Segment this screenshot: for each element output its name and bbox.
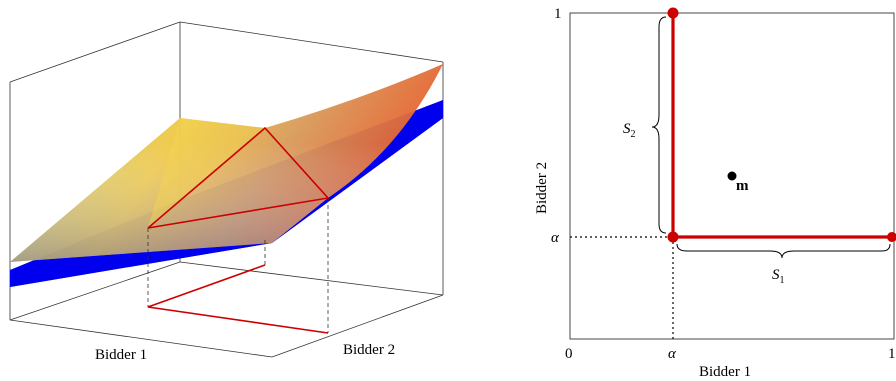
left-3d-plot: Bidder 1 Bidder 2 [9, 21, 444, 363]
endpoint-top [667, 7, 679, 19]
box-edge [9, 21, 181, 83]
utility-surface-shade [10, 64, 443, 262]
plot-frame [569, 12, 895, 340]
right-y-axis-label: Bidder 2 [534, 162, 550, 214]
brace-s1 [676, 243, 891, 259]
right-2d-plot: S2 S1 m 1 α 0 α 1 Bidder 1 Bidder 2 [534, 6, 896, 380]
x-tick-0: 0 [565, 346, 573, 362]
endpoint-right [887, 232, 896, 242]
brace-s2-label: S2 [623, 121, 636, 140]
box-edge [9, 261, 181, 321]
brace-s2 [651, 16, 667, 234]
x-tick-1: 1 [888, 346, 896, 362]
y-tick-alpha: α [551, 230, 560, 246]
endpoint-corner [667, 231, 679, 243]
red-path-floor [147, 264, 329, 334]
right-x-axis-label: Bidder 1 [699, 364, 751, 380]
box-edge [179, 261, 444, 296]
point-m-label: m [736, 178, 749, 194]
left-y-axis-label: Bidder 2 [343, 342, 395, 358]
red-path-surface [147, 126, 330, 229]
box-edge [179, 21, 444, 63]
brace-s1-label: S1 [772, 267, 785, 286]
x-tick-alpha: α [668, 346, 677, 362]
surface-ridge [148, 118, 265, 228]
box-edge [9, 319, 273, 358]
box-edge [271, 294, 444, 358]
left-x-axis-label: Bidder 1 [95, 347, 147, 363]
y-tick-1: 1 [554, 6, 562, 22]
point-m [727, 171, 737, 181]
